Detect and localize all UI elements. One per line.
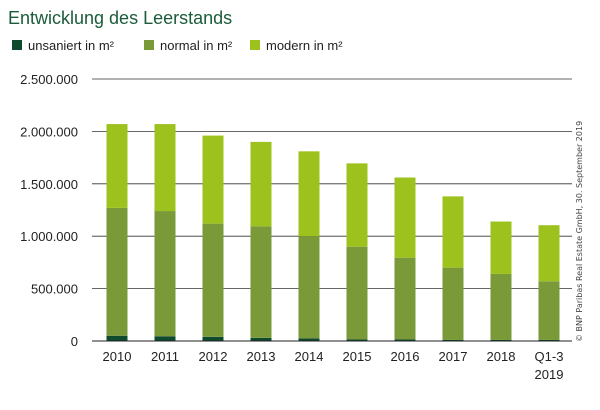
- x-tick-label: 2016: [391, 349, 420, 364]
- legend: unsaniert in m² normal in m² modern in m…: [12, 38, 343, 53]
- x-tick-label: 2010: [103, 349, 132, 364]
- x-tick-label: 2018: [487, 349, 516, 364]
- bar-segment-modern: [106, 124, 128, 208]
- x-tick-label: 2015: [343, 349, 372, 364]
- x-tick-label: 2014: [295, 349, 324, 364]
- bar-segment-unsaniert: [202, 336, 224, 341]
- x-axis-ticks: 2010 2011 2012 2013 2014 2015 2016 2017 2018 Q1-3…: [103, 349, 564, 382]
- bar-segment-modern: [154, 124, 176, 212]
- x-tick-label: 2017: [439, 349, 468, 364]
- bar-segment-modern: [202, 135, 224, 224]
- legend-swatch-modern: [250, 40, 260, 50]
- copyright-credit: © BNP Paribas Real Estate GmbH, 30. Sept…: [575, 121, 584, 342]
- bar-segment-modern: [538, 225, 560, 282]
- y-tick-label: 1.000.000: [20, 229, 78, 244]
- x-tick-label: 2012: [199, 349, 228, 364]
- legend-label-normal: normal in m²: [160, 38, 233, 53]
- bar-segment-modern: [298, 151, 320, 237]
- bar-segment-normal: [154, 211, 176, 337]
- bar-segment-modern: [394, 177, 416, 258]
- chart-title: Entwicklung des Leerstands: [8, 8, 232, 28]
- bar-segment-unsaniert: [346, 339, 368, 341]
- bars: [106, 124, 560, 341]
- x-tick-label: 2011: [151, 349, 179, 364]
- legend-label-modern: modern in m²: [266, 38, 343, 53]
- bar-segment-unsaniert: [250, 337, 272, 341]
- bar-segment-normal: [442, 267, 464, 340]
- x-tick-label: Q1-3: [535, 349, 564, 364]
- bar-segment-normal: [490, 273, 512, 340]
- bar-segment-normal: [106, 207, 128, 336]
- x-tick-label: 2013: [247, 349, 276, 364]
- bar-segment-normal: [298, 236, 320, 339]
- y-tick-label: 0: [71, 334, 78, 349]
- bar-segment-unsaniert: [298, 338, 320, 341]
- bar-segment-unsaniert: [394, 339, 416, 341]
- y-axis-ticks: 0 500.000 1.000.000 1.500.000 2.000.000 2.500…: [20, 72, 78, 349]
- y-tick-label: 2.000.000: [20, 124, 78, 139]
- y-tick-label: 1.500.000: [20, 177, 78, 192]
- bar-segment-normal: [538, 281, 560, 340]
- bar-segment-normal: [394, 257, 416, 340]
- legend-label-unsaniert: unsaniert in m²: [28, 38, 115, 53]
- bar-segment-unsaniert: [154, 336, 176, 341]
- bar-segment-normal: [250, 226, 272, 338]
- y-tick-label: 2.500.000: [20, 72, 78, 87]
- bar-segment-unsaniert: [442, 339, 464, 341]
- bar-segment-modern: [346, 163, 368, 247]
- bar-segment-modern: [490, 221, 512, 274]
- bar-segment-unsaniert: [106, 335, 128, 341]
- legend-swatch-normal: [144, 40, 154, 50]
- bar-segment-modern: [250, 141, 272, 227]
- bar-segment-normal: [346, 246, 368, 340]
- bar-segment-modern: [442, 196, 464, 268]
- bar-segment-normal: [202, 223, 224, 337]
- bar-segment-unsaniert: [490, 339, 512, 341]
- x-tick-label: 2019: [535, 367, 564, 382]
- bar-segment-unsaniert: [538, 339, 560, 341]
- legend-swatch-unsaniert: [12, 40, 22, 50]
- y-tick-label: 500.000: [31, 282, 78, 297]
